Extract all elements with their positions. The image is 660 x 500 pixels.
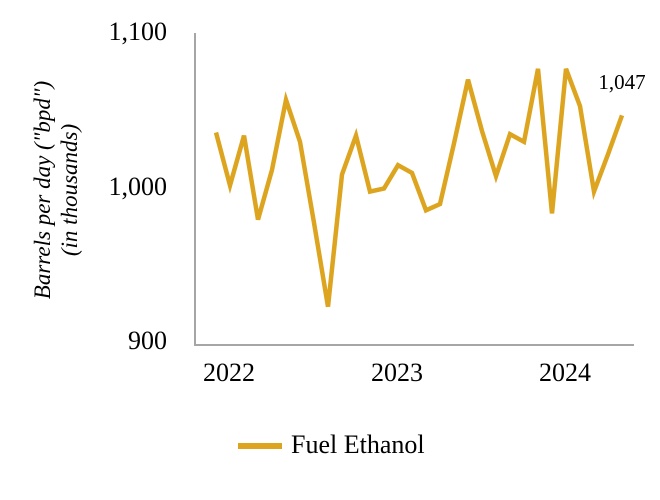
legend: Fuel Ethanol (238, 430, 425, 460)
x-tick-label-2022: 2022 (203, 358, 255, 387)
y-tick-label-900: 900 (128, 326, 167, 355)
x-tick-label-2023: 2023 (371, 358, 423, 387)
last-point-data-label: 1,047 (598, 70, 646, 94)
fuel-ethanol-legend-swatch (238, 443, 282, 449)
fuel-ethanol-legend-label: Fuel Ethanol (291, 430, 425, 459)
x-tick-label-2024: 2024 (539, 358, 591, 387)
y-tick-label-1100: 1,100 (108, 17, 168, 46)
plot-area (194, 33, 634, 346)
plot-svg (213, 68, 625, 308)
y-tick-label-1000: 1,000 (108, 172, 168, 201)
fuel-ethanol-line (213, 68, 625, 308)
